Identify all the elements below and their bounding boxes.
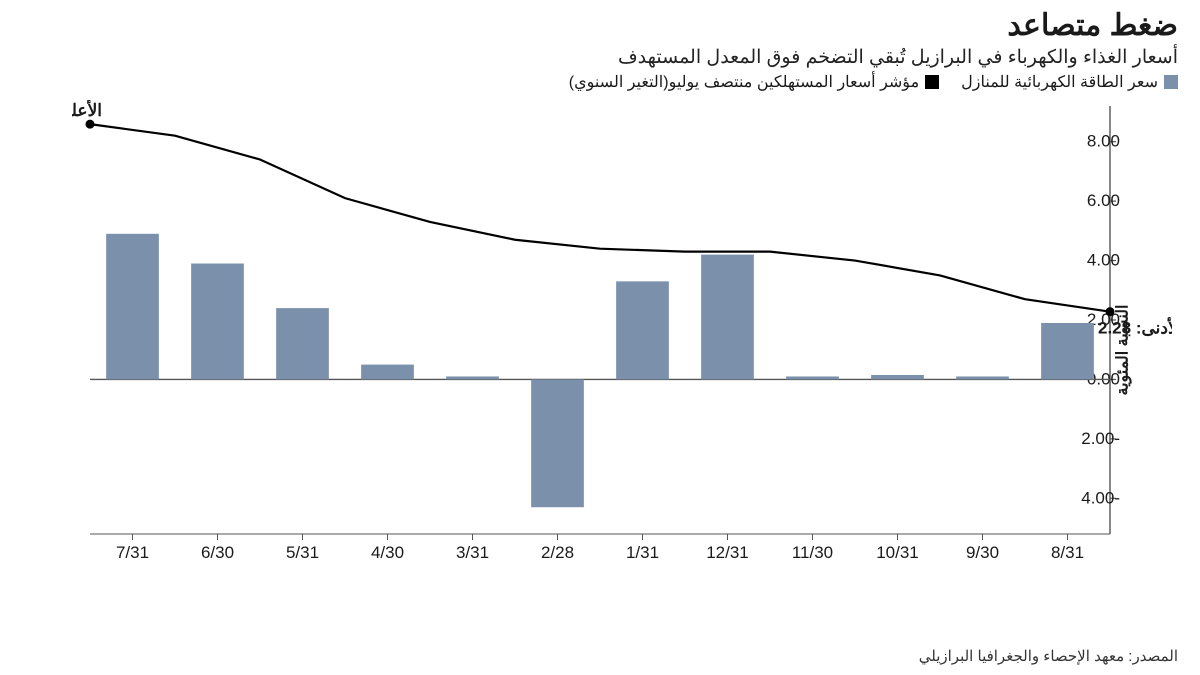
line-swatch-icon <box>925 75 939 89</box>
x-tick-label: 6/30 <box>201 543 234 562</box>
chart-title: ضغط متصاعد <box>1007 8 1178 43</box>
source-text: المصدر: معهد الإحصاء والجغرافيا البرازيل… <box>919 647 1178 665</box>
y-axis-label: النسبة المئوية <box>1113 305 1133 396</box>
bar <box>701 255 754 380</box>
bar <box>531 379 584 507</box>
x-tick-label: 8/31 <box>1051 543 1084 562</box>
x-tick-label: 2/28 <box>541 543 574 562</box>
bar <box>956 376 1009 379</box>
legend-line-label: مؤشر أسعار المستهلكين منتصف يوليو(التغير… <box>569 72 919 92</box>
legend-item-line: مؤشر أسعار المستهلكين منتصف يوليو(التغير… <box>569 72 939 92</box>
x-tick-label: 9/30 <box>966 543 999 562</box>
bar <box>276 308 329 379</box>
bar <box>786 376 839 379</box>
line-endpoint-high <box>86 120 95 129</box>
y-tick-label: 6.00 <box>1087 191 1120 210</box>
bar <box>191 264 244 380</box>
x-tick-label: 3/31 <box>456 543 489 562</box>
y-tick-label: -4.00 <box>1081 488 1120 507</box>
annotation-low: الأدنى: 2.28 <box>1098 317 1172 338</box>
bar <box>106 234 159 380</box>
x-tick-label: 10/31 <box>876 543 919 562</box>
legend-item-bar: سعر الطاقة الكهربائية للمنازل <box>961 72 1178 92</box>
y-tick-label: 4.00 <box>1087 251 1120 270</box>
chart-area: -4.00-2.000.002.004.006.008.008/319/3010… <box>12 100 1172 600</box>
bar <box>1041 323 1094 379</box>
bar <box>871 375 924 379</box>
bar <box>616 281 669 379</box>
x-tick-label: 7/31 <box>116 543 149 562</box>
legend-bar-label: سعر الطاقة الكهربائية للمنازل <box>961 72 1158 92</box>
bar-swatch-icon <box>1164 75 1178 89</box>
chart-svg: -4.00-2.000.002.004.006.008.008/319/3010… <box>72 100 1172 570</box>
x-tick-label: 1/31 <box>626 543 659 562</box>
x-tick-label: 11/30 <box>792 543 833 562</box>
annotation-high: الأعلى: 8.59 <box>72 100 102 120</box>
bar <box>361 365 414 380</box>
x-tick-label: 4/30 <box>371 543 404 562</box>
x-tick-label: 12/31 <box>706 543 749 562</box>
y-tick-label: -2.00 <box>1081 429 1120 448</box>
legend: سعر الطاقة الكهربائية للمنازل مؤشر أسعار… <box>569 72 1178 92</box>
chart-subtitle: أسعار الغذاء والكهرباء في البرازيل تُبقي… <box>618 46 1178 69</box>
x-tick-label: 5/31 <box>286 543 319 562</box>
bar <box>446 376 499 379</box>
y-tick-label: 8.00 <box>1087 132 1120 151</box>
